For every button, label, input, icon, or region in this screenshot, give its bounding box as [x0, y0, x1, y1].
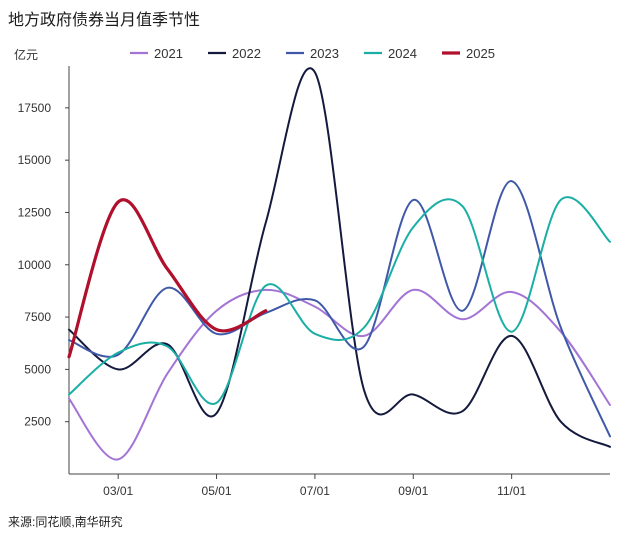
x-tick-label: 03/01	[103, 484, 133, 498]
series-line-2022	[68, 67, 611, 448]
series-line-2025	[67, 198, 268, 359]
y-tick-label: 12500	[18, 205, 52, 219]
legend-label: 2021	[154, 46, 183, 61]
series-line-2021	[68, 288, 611, 461]
legend-item-2023: 2023	[286, 46, 339, 61]
x-tick-label: 05/01	[202, 484, 232, 498]
x-tick-label: 07/01	[300, 484, 330, 498]
legend-item-2025: 2025	[442, 46, 495, 61]
series-line-2024	[68, 196, 611, 405]
y-tick-label: 2500	[24, 415, 51, 429]
y-axis: 2500 5000 7500 10000 12500 15000 17500	[18, 66, 70, 474]
x-axis: 03/01 05/01 07/01 09/01 11/01	[69, 473, 610, 498]
chart-title: 地方政府债券当月值季节性	[8, 12, 201, 29]
legend: 2021 2022 2023 2024 2025	[130, 46, 495, 61]
legend-label: 2024	[388, 46, 417, 61]
y-tick-label: 17500	[18, 101, 52, 115]
series-line-2023	[68, 180, 611, 438]
legend-label: 2023	[310, 46, 339, 61]
x-tick-label: 09/01	[398, 484, 428, 498]
legend-label: 2022	[232, 46, 261, 61]
legend-item-2022: 2022	[208, 46, 261, 61]
y-tick-label: 15000	[18, 153, 52, 167]
y-tick-label: 10000	[18, 258, 52, 272]
y-tick-label: 5000	[24, 362, 51, 376]
x-tick-label: 11/01	[497, 484, 526, 498]
source-note: 来源:同花顺,南华研究	[8, 515, 123, 529]
series-lines	[67, 67, 611, 461]
y-axis-unit-label: 亿元	[14, 47, 38, 62]
legend-item-2021: 2021	[130, 46, 183, 61]
legend-label: 2025	[466, 46, 495, 61]
legend-item-2024: 2024	[364, 46, 417, 61]
y-tick-label: 7500	[24, 310, 51, 324]
